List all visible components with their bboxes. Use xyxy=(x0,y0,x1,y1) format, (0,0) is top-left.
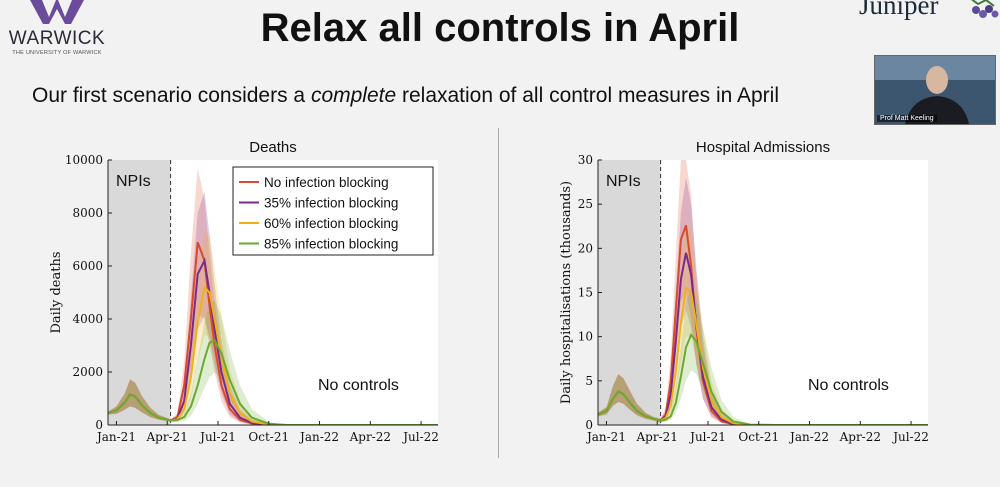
y-axis-label: Daily deaths xyxy=(49,252,64,334)
x-tick-label: Jul-22 xyxy=(401,430,439,444)
warwick-logo: WARWICK THE UNIVERSITY OF WARWICK xyxy=(2,0,112,62)
juniper-wordmark: Juniper xyxy=(859,0,939,20)
legend-entry: 35% infection blocking xyxy=(264,196,398,211)
x-tick-label: Jul-21 xyxy=(688,430,726,444)
slide-title: Relax all controls in April xyxy=(260,6,740,50)
deaths-chart-svg: NPIs 0 2000 4000 6000 8000 10000 Jan-21 Apr-21 Ju… xyxy=(49,139,439,444)
x-tick-label: Oct-21 xyxy=(248,430,289,444)
y-tick-label: 0 xyxy=(585,418,593,432)
x-tick-label: Apr-22 xyxy=(349,430,391,444)
panel-divider xyxy=(498,128,499,458)
subtitle-emphasis: complete xyxy=(310,84,397,107)
chart-title: Deaths xyxy=(249,139,297,156)
y-tick-label: 10 xyxy=(578,330,593,344)
hospital-admissions-chart: NPIs 0 5 10 15 20 25 30 Jan-21 Apr-21 Jul-21 Oct-21… xyxy=(520,128,960,463)
y-tick-label: 4000 xyxy=(72,312,103,326)
x-tick-label: Jan-21 xyxy=(95,430,136,444)
presenter-webcam: Prof Matt Keeling xyxy=(874,55,996,125)
x-tick-label: Jul-22 xyxy=(891,430,929,444)
subtitle-text-end: relaxation of all control measures in Ap… xyxy=(396,84,780,107)
presenter-avatar-icon xyxy=(875,56,995,124)
no-controls-annotation: No controls xyxy=(318,377,399,394)
npi-label: NPIs xyxy=(116,173,151,190)
x-tick-label: Jan-21 xyxy=(585,430,626,444)
confidence-band-4 xyxy=(598,288,928,425)
x-tick-label: Apr-22 xyxy=(839,430,881,444)
confidence-band-2 xyxy=(108,191,438,425)
confidence-band-3 xyxy=(598,221,928,425)
y-tick-label: 6000 xyxy=(72,259,103,273)
x-tick-label: Jul-21 xyxy=(198,430,236,444)
y-tick-label: 10000 xyxy=(65,153,103,167)
legend-box xyxy=(232,166,434,256)
subtitle-text-start: Our first scenario considers a xyxy=(32,84,311,107)
legend-entry: 85% infection blocking xyxy=(264,237,398,252)
x-tick-label: Apr-21 xyxy=(146,430,188,444)
chart-title: Hospital Admissions xyxy=(696,139,830,156)
y-tick-label: 15 xyxy=(578,286,593,300)
confidence-band-1 xyxy=(598,160,928,425)
x-tick-label: Jan-22 xyxy=(788,430,829,444)
confidence-band-1 xyxy=(108,167,438,425)
y-tick-label: 25 xyxy=(578,197,593,211)
hospital-admissions-chart-svg: NPIs 0 5 10 15 20 25 30 Jan-21 Apr-21 Jul-21 Oct-21… xyxy=(559,139,929,444)
presenter-name: Prof Matt Keeling xyxy=(877,115,937,122)
npi-label: NPIs xyxy=(606,173,641,190)
y-tick-label: 20 xyxy=(578,241,593,255)
y-tick-label: 2000 xyxy=(72,365,103,379)
juniper-logo: Juniper xyxy=(856,0,1000,30)
series-group xyxy=(108,167,438,425)
npi-region xyxy=(598,160,661,425)
y-axis-label: Daily hospitalisations (thousands) xyxy=(559,181,574,404)
y-tick-label: 8000 xyxy=(72,206,103,220)
x-tick-label: Jan-22 xyxy=(298,430,339,444)
x-tick-label: Apr-21 xyxy=(636,430,678,444)
y-tick-label: 30 xyxy=(578,153,593,167)
university-name: WARWICK xyxy=(8,28,106,49)
juniper-berries-icon xyxy=(971,0,999,18)
legend-entry: 60% infection blocking xyxy=(264,216,398,231)
warwick-crest-icon xyxy=(30,0,84,24)
legend-entry: No infection blocking xyxy=(264,175,389,190)
university-subtitle: THE UNIVERSITY OF WARWICK xyxy=(12,50,102,56)
deaths-chart: NPIs 0 2000 4000 6000 8000 10000 Jan-21 Apr-21 Ju… xyxy=(30,128,470,463)
y-tick-label: 0 xyxy=(95,418,103,432)
npi-region xyxy=(108,160,171,425)
slide-subtitle: Our first scenario considers a complete … xyxy=(32,84,779,108)
y-tick-label: 5 xyxy=(585,374,593,388)
no-controls-annotation: No controls xyxy=(808,377,889,394)
series-line-4 xyxy=(108,338,438,425)
series-group xyxy=(598,160,928,425)
series-line-4 xyxy=(598,332,928,425)
x-tick-label: Oct-21 xyxy=(738,430,779,444)
